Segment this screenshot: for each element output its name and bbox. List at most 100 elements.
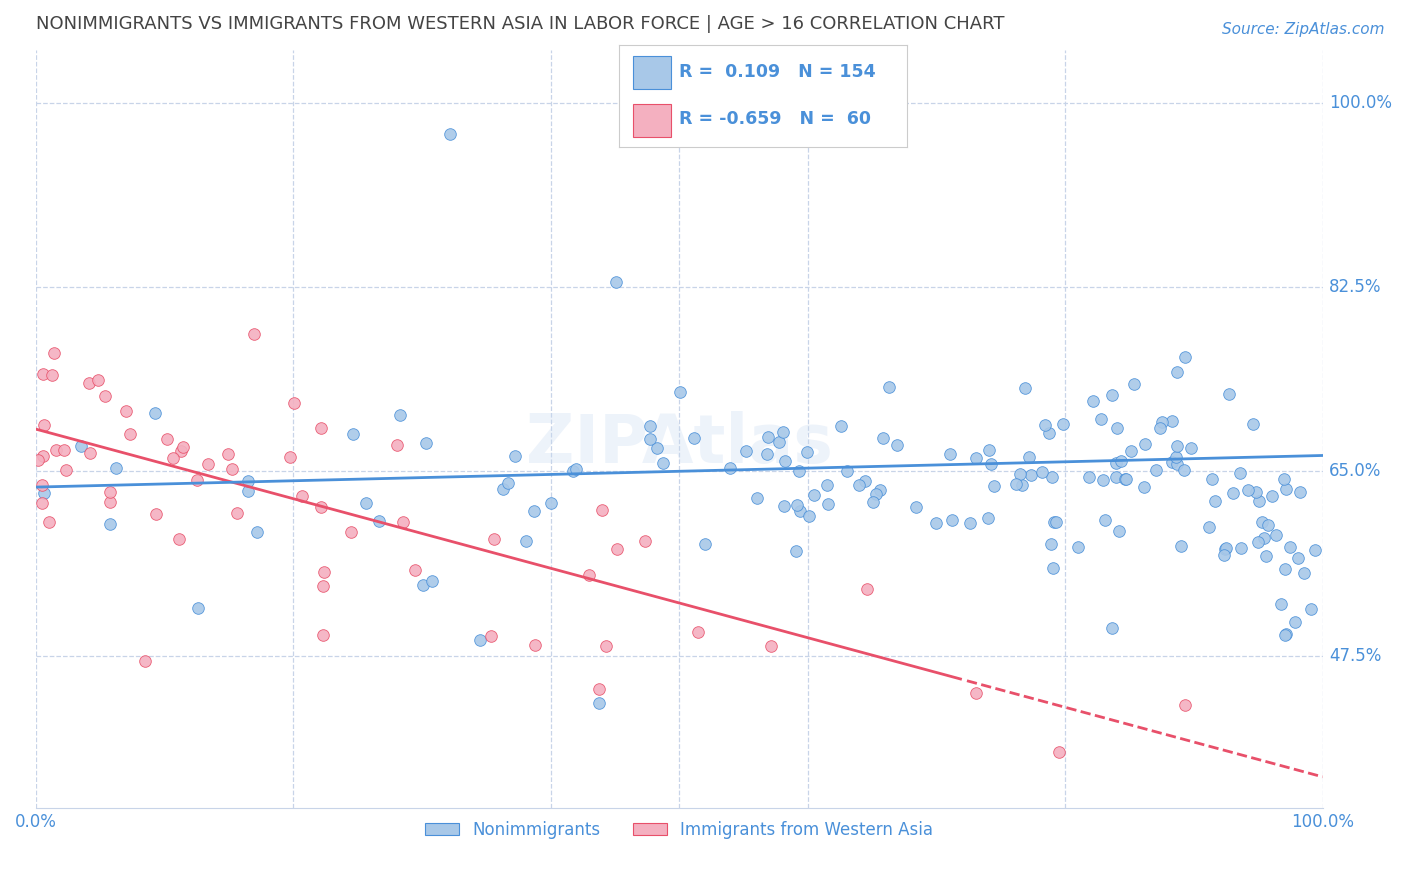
Point (412, 578, 434, 592)
Point (145, 507, 167, 521)
Point (759, 639, 782, 653)
Point (588, 682, 610, 697)
Point (1201, 472, 1223, 486)
Point (339, 524, 361, 539)
Point (186, 473, 208, 487)
Point (105, 461, 128, 475)
Point (1222, 485, 1244, 500)
Point (1237, 483, 1260, 498)
Point (415, 436, 437, 450)
Point (1253, 532, 1275, 546)
Point (1081, 394, 1104, 409)
Point (1121, 444, 1143, 458)
Text: R =  0.109   N = 154: R = 0.109 N = 154 (679, 63, 876, 81)
Point (862, 495, 884, 509)
Point (1173, 698, 1195, 712)
Point (977, 442, 1000, 457)
Point (1052, 417, 1074, 431)
Point (367, 514, 389, 528)
Point (1278, 540, 1301, 554)
Point (1019, 468, 1042, 483)
Point (1230, 541, 1253, 556)
Point (1109, 454, 1132, 468)
Point (41, 368, 63, 383)
Point (1261, 489, 1284, 503)
Point (756, 430, 779, 444)
Point (1122, 376, 1144, 391)
Point (1091, 473, 1114, 487)
Point (1160, 455, 1182, 469)
Point (773, 499, 796, 513)
Point (55, 463, 77, 477)
Point (134, 654, 156, 668)
Point (38, 515, 60, 529)
Point (1033, 417, 1056, 432)
Point (1244, 485, 1267, 500)
Point (1272, 472, 1295, 486)
Point (167, 532, 190, 546)
Point (772, 425, 794, 439)
Point (1241, 417, 1264, 431)
Point (238, 475, 260, 489)
Point (385, 438, 408, 452)
Point (170, 443, 193, 458)
Point (187, 601, 209, 615)
Point (1215, 541, 1237, 556)
Text: 100.0%: 100.0% (1329, 94, 1392, 112)
Legend: Nonimmigrants, Immigrants from Western Asia: Nonimmigrants, Immigrants from Western A… (419, 814, 939, 846)
Point (1004, 477, 1026, 491)
Point (565, 462, 588, 476)
Point (605, 275, 627, 289)
Point (1115, 472, 1137, 486)
Point (1218, 386, 1240, 401)
Point (1047, 745, 1070, 759)
Point (496, 476, 519, 491)
Point (98, 495, 121, 509)
Point (1294, 566, 1316, 581)
Point (865, 487, 887, 501)
Point (645, 442, 668, 456)
Point (420, 574, 443, 588)
Point (959, 516, 981, 530)
Point (221, 462, 243, 476)
Point (755, 447, 778, 461)
Point (162, 451, 184, 466)
Point (561, 464, 583, 478)
Point (1180, 441, 1202, 455)
Point (965, 450, 987, 465)
Point (1105, 421, 1128, 435)
Text: 82.5%: 82.5% (1329, 278, 1382, 296)
Point (938, 447, 960, 461)
Point (243, 327, 266, 342)
Point (1204, 493, 1226, 508)
Point (505, 449, 527, 463)
Point (980, 457, 1002, 471)
Point (311, 628, 333, 642)
Point (853, 475, 876, 489)
Point (1105, 470, 1128, 484)
Point (799, 508, 821, 523)
Text: 47.5%: 47.5% (1329, 647, 1381, 665)
Point (1303, 543, 1326, 558)
Point (70, 439, 93, 453)
Point (31, 478, 53, 492)
Point (1011, 478, 1033, 492)
Point (1250, 515, 1272, 529)
Point (1161, 414, 1184, 428)
Point (1132, 480, 1154, 494)
Point (31, 368, 53, 382)
Point (941, 513, 963, 527)
Point (905, 500, 928, 515)
Point (848, 478, 870, 492)
Text: NONIMMIGRANTS VS IMMIGRANTS FROM WESTERN ASIA IN LABOR FORCE | AGE > 16 CORRELAT: NONIMMIGRANTS VS IMMIGRANTS FROM WESTERN… (37, 15, 1004, 33)
Point (94, 389, 117, 403)
Point (591, 502, 613, 516)
Point (1090, 412, 1112, 426)
Point (246, 525, 269, 540)
Point (389, 408, 412, 422)
Point (856, 582, 879, 596)
Point (1212, 548, 1234, 562)
Point (27, 452, 49, 467)
Point (1040, 470, 1063, 484)
Point (886, 438, 908, 452)
